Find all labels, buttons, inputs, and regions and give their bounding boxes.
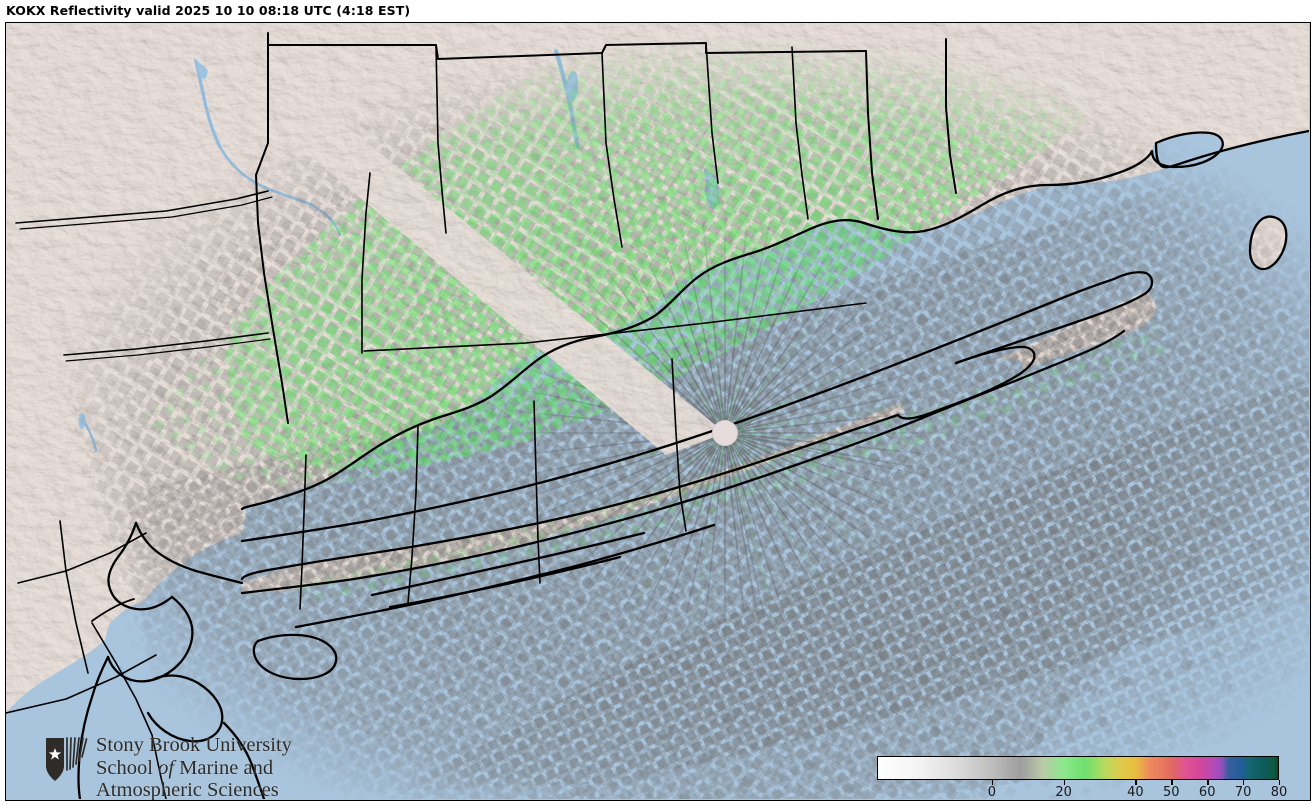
logo-line-2-b: Marine and bbox=[174, 756, 274, 779]
coastlines bbox=[77, 129, 1309, 799]
colorbar-tick-label: 20 bbox=[1055, 785, 1072, 800]
radar-map-canvas bbox=[6, 23, 1309, 799]
colorbar-tickmark bbox=[1063, 780, 1066, 785]
logo-text: Stony Brook University School of Marine … bbox=[96, 734, 336, 801]
colorbar-tick-label: 50 bbox=[1163, 785, 1180, 800]
radar-map-frame: 0 20 40 50 60 70 80 Stony Brook University Sch… bbox=[5, 22, 1311, 801]
logo-line-3: Atmospheric Sciences bbox=[96, 779, 279, 801]
beam-blockage-wedge bbox=[188, 29, 725, 455]
logo-line-1: Stony Brook University bbox=[96, 734, 292, 756]
stony-brook-somas-logo: Stony Brook University School of Marine … bbox=[42, 734, 322, 800]
logo-line-2-a: School bbox=[96, 756, 159, 779]
shield-with-star-icon bbox=[46, 737, 88, 781]
colorbar-tickmark bbox=[1279, 780, 1281, 785]
colorbar-tick-label: 80 bbox=[1270, 785, 1288, 800]
colorbar-ticks: 0 20 40 50 60 70 80 bbox=[877, 780, 1287, 800]
colorbar-tick-label: 70 bbox=[1234, 785, 1252, 800]
radar-site-marker bbox=[712, 420, 738, 446]
logo-line-2-italic: of bbox=[158, 756, 175, 779]
colorbar-tickmark bbox=[1171, 780, 1173, 785]
page-title: KOKX Reflectivity valid 2025 10 10 08:18… bbox=[6, 3, 411, 18]
colorbar-tick-label: 40 bbox=[1127, 785, 1144, 800]
colorbar-bar bbox=[877, 756, 1279, 780]
logo-line-2: School of Marine and bbox=[96, 757, 336, 780]
colorbar-tickmark bbox=[1135, 780, 1137, 785]
colorbar-tickmark bbox=[1243, 780, 1245, 785]
colorbar-gradient bbox=[878, 757, 1278, 779]
colorbar-tick-label: 0 bbox=[987, 785, 996, 800]
reflectivity-colorbar: 0 20 40 50 60 70 80 bbox=[877, 756, 1289, 800]
colorbar-tickmark bbox=[1207, 780, 1209, 785]
colorbar-tickmark bbox=[991, 780, 994, 785]
colorbar-tick-label: 60 bbox=[1198, 785, 1216, 800]
